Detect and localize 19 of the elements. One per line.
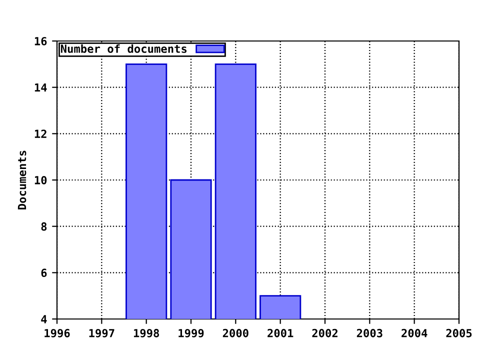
x-tick-label: 2003 — [356, 328, 382, 338]
x-tick-label: 1996 — [44, 328, 70, 338]
y-tick-label: 10 — [34, 176, 47, 184]
x-tick-label: 1999 — [178, 328, 204, 338]
x-tick-label: 2002 — [312, 328, 338, 338]
legend-label: Number of documents — [60, 44, 187, 53]
y-tick-label: 4 — [41, 315, 47, 324]
y-tick-label: 6 — [41, 268, 47, 278]
x-tick-label: 2005 — [446, 328, 472, 338]
x-tick-label: 2004 — [402, 328, 428, 338]
x-tick-label: 2001 — [268, 328, 294, 338]
y-tick-label: 12 — [34, 130, 46, 138]
x-tick-label: 1998 — [134, 328, 160, 338]
y-tick-label: 8 — [41, 222, 47, 231]
y-tick-label: 16 — [34, 36, 47, 46]
x-tick-label: 1997 — [89, 328, 114, 338]
y-tick-label: 14 — [34, 83, 47, 92]
x-tick-label: 2000 — [222, 328, 248, 338]
y-axis-title: Documents — [18, 150, 26, 210]
